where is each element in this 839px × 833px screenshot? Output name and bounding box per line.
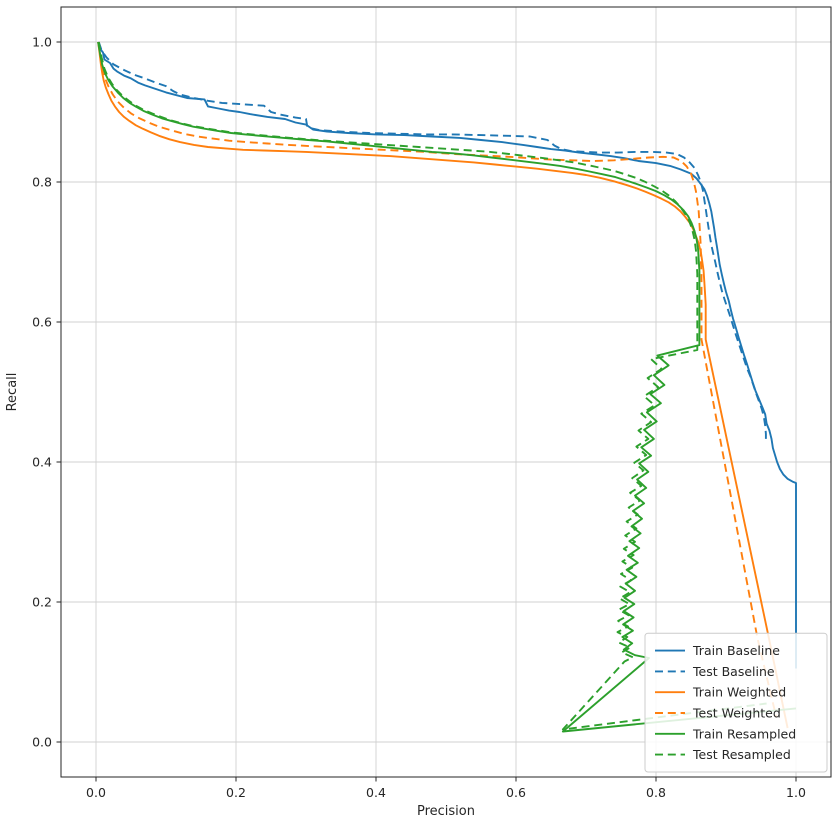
- legend-box: [644, 632, 828, 773]
- y-tick-label: 0.4: [32, 455, 52, 470]
- series-lines: [97, 41, 797, 733]
- legend-label: Train Resampled: [692, 726, 796, 741]
- legend-label: Train Weighted: [692, 685, 786, 700]
- series-line-test-resampled: [97, 41, 767, 731]
- legend-entry-train-weighted: Train Weighted: [655, 685, 786, 700]
- plot-border: [60, 6, 832, 778]
- x-tick-label: 0.8: [646, 785, 666, 800]
- y-tick-label: 1.0: [32, 35, 52, 50]
- x-axis-label: Precision: [417, 804, 475, 819]
- x-tick-label: 0.2: [226, 785, 246, 800]
- y-tick-label: 0.2: [32, 595, 52, 610]
- legend: Train Baseline Test Baseline Train Weighte…: [644, 632, 828, 773]
- legend-label: Train Baseline: [692, 643, 780, 658]
- axis-ticks: 0.0 0.2 0.4 0.6 0.8 1.0 0.0 0.2 0.4 0.6 0.8 1.0: [32, 35, 806, 801]
- y-tick-label: 0.0: [32, 735, 52, 750]
- legend-label: Test Baseline: [692, 664, 775, 679]
- y-tick-label: 0.6: [32, 315, 52, 330]
- series-line-train-baseline: [97, 41, 797, 669]
- series-line-train-weighted: [97, 41, 789, 729]
- x-tick-label: 0.0: [86, 785, 106, 800]
- series-line-test-weighted: [97, 41, 778, 718]
- legend-entry-train-baseline: Train Baseline: [655, 643, 780, 658]
- y-axis-label: Recall: [5, 373, 20, 412]
- x-tick-label: 0.6: [506, 785, 526, 800]
- x-tick-label: 0.4: [366, 785, 386, 800]
- legend-entry-test-baseline: Test Baseline: [655, 664, 775, 679]
- legend-entry-train-resampled: Train Resampled: [655, 726, 796, 741]
- legend-entry-test-weighted: Test Weighted: [655, 706, 781, 721]
- legend-label: Test Resampled: [692, 747, 791, 762]
- series-line-test-baseline: [97, 41, 767, 441]
- legend-label: Test Weighted: [692, 706, 781, 721]
- legend-entry-test-resampled: Test Resampled: [655, 747, 791, 762]
- series-line-train-resampled: [97, 41, 797, 733]
- y-tick-label: 0.8: [32, 175, 52, 190]
- x-tick-label: 1.0: [786, 785, 806, 800]
